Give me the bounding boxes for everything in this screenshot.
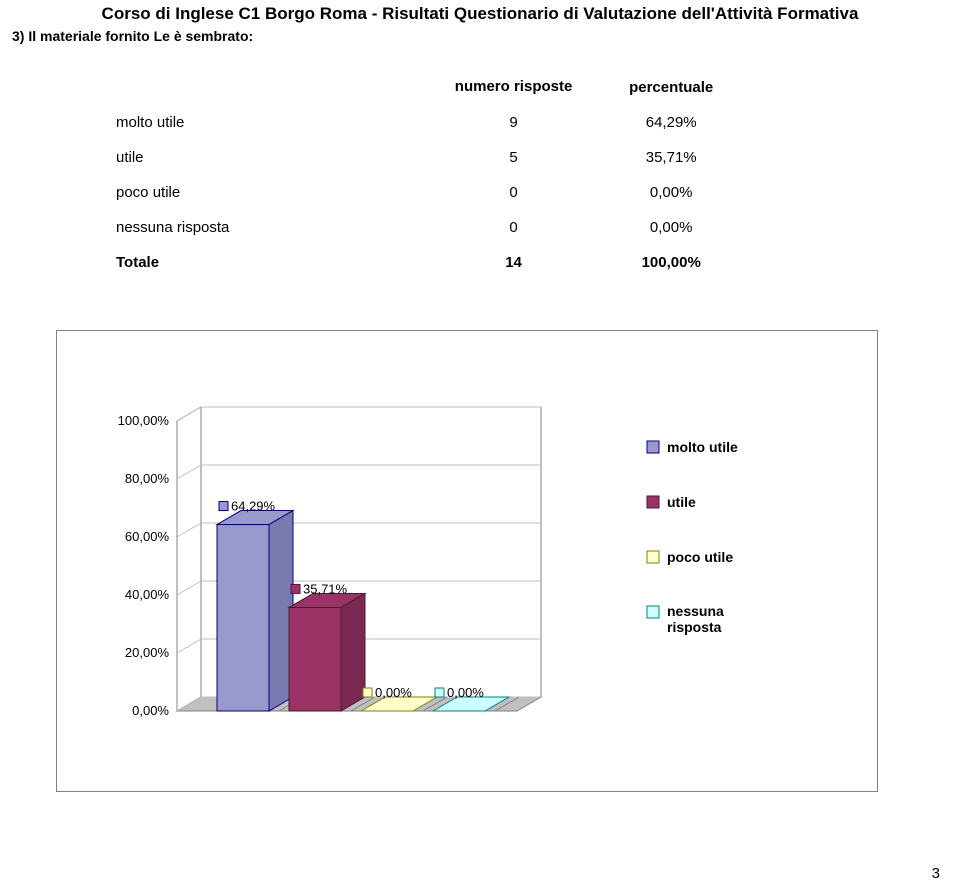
table-row: utile535,71% <box>110 140 750 175</box>
bar-chart-svg: 0,00% 20,00% 40,00% 60,00% 80,00% 100,00% 64,2… <box>87 401 847 761</box>
row-num: 14 <box>435 245 593 280</box>
svg-text:20,00%: 20,00% <box>125 645 170 660</box>
col-blank <box>110 70 435 105</box>
table-row: nessuna risposta00,00% <box>110 210 750 245</box>
row-label: poco utile <box>110 175 435 210</box>
row-pct: 100,00% <box>592 245 750 280</box>
row-num: 9 <box>435 105 593 140</box>
row-num: 0 <box>435 175 593 210</box>
col-percentuale: percentuale <box>592 70 750 105</box>
svg-text:80,00%: 80,00% <box>125 471 170 486</box>
svg-text:nessuna: nessuna <box>667 603 724 619</box>
svg-text:risposta: risposta <box>667 619 722 635</box>
svg-text:molto utile: molto utile <box>667 439 738 455</box>
svg-text:0,00%: 0,00% <box>375 685 412 700</box>
row-label: utile <box>110 140 435 175</box>
svg-text:0,00%: 0,00% <box>447 685 484 700</box>
page-number: 3 <box>932 865 940 882</box>
chart-container: 0,00% 20,00% 40,00% 60,00% 80,00% 100,00% 64,2… <box>56 330 878 792</box>
chart: 0,00% 20,00% 40,00% 60,00% 80,00% 100,00% 64,2… <box>87 401 847 761</box>
col-numero-risposte: numero risposte <box>435 70 593 105</box>
row-num: 0 <box>435 210 593 245</box>
row-pct: 0,00% <box>592 175 750 210</box>
row-pct: 0,00% <box>592 210 750 245</box>
row-label: molto utile <box>110 105 435 140</box>
svg-text:40,00%: 40,00% <box>125 587 170 602</box>
row-label: nessuna risposta <box>110 210 435 245</box>
svg-text:poco utile: poco utile <box>667 549 733 565</box>
svg-text:35,71%: 35,71% <box>303 581 348 596</box>
table-row: poco utile00,00% <box>110 175 750 210</box>
svg-text:60,00%: 60,00% <box>125 529 170 544</box>
svg-text:utile: utile <box>667 494 696 510</box>
row-label: Totale <box>110 245 435 280</box>
row-pct: 35,71% <box>592 140 750 175</box>
row-pct: 64,29% <box>592 105 750 140</box>
svg-text:100,00%: 100,00% <box>118 413 170 428</box>
svg-text:0,00%: 0,00% <box>132 703 169 718</box>
table-row: Totale14100,00% <box>110 245 750 280</box>
page-title: Corso di Inglese C1 Borgo Roma - Risulta… <box>0 4 960 24</box>
table-row: molto utile964,29% <box>110 105 750 140</box>
results-table: numero risposte percentuale molto utile9… <box>110 70 750 280</box>
question-subtitle: 3) Il materiale fornito Le è sembrato: <box>12 28 253 44</box>
svg-text:64,29%: 64,29% <box>231 499 276 514</box>
row-num: 5 <box>435 140 593 175</box>
